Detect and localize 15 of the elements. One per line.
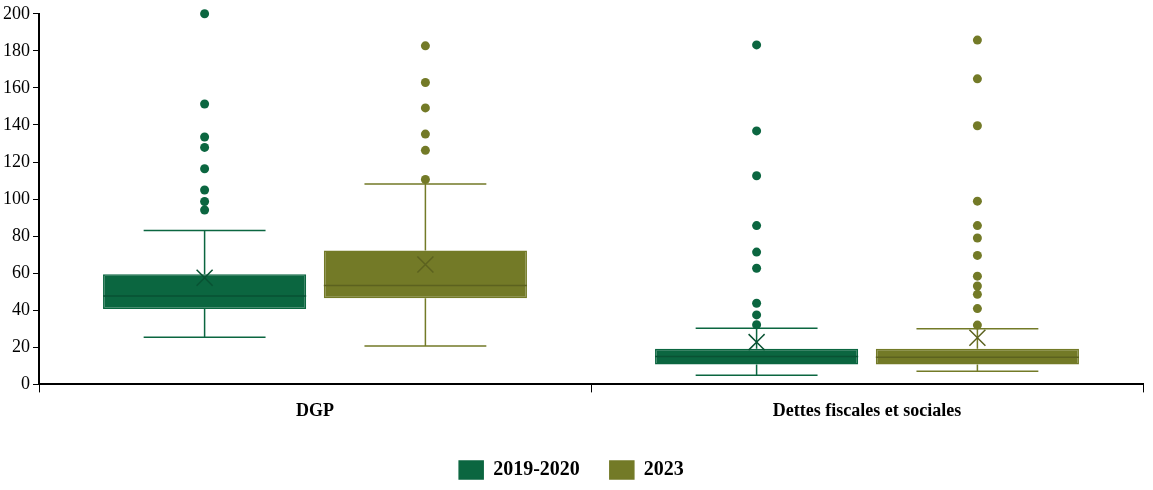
x-tick-label: Dettes fiscales et sociales xyxy=(772,399,962,420)
y-tick-label: 0 xyxy=(21,373,30,394)
y-tick-label: 120 xyxy=(3,150,30,171)
legend-label: 2019-2020 xyxy=(493,457,580,480)
y-tick-label: 140 xyxy=(3,113,30,134)
x-tick-label: DGP xyxy=(296,399,334,420)
y-tick-label: 60 xyxy=(12,261,30,282)
y-tick-label: 40 xyxy=(12,299,30,320)
y-tick-label: 20 xyxy=(12,336,30,357)
legend-label: 2023 xyxy=(643,457,684,480)
y-tick-label: 80 xyxy=(12,224,30,245)
y-tick-label: 200 xyxy=(3,2,30,23)
y-tick-label: 180 xyxy=(3,39,30,60)
y-tick-label: 160 xyxy=(3,76,30,97)
y-tick-label: 100 xyxy=(3,187,30,208)
